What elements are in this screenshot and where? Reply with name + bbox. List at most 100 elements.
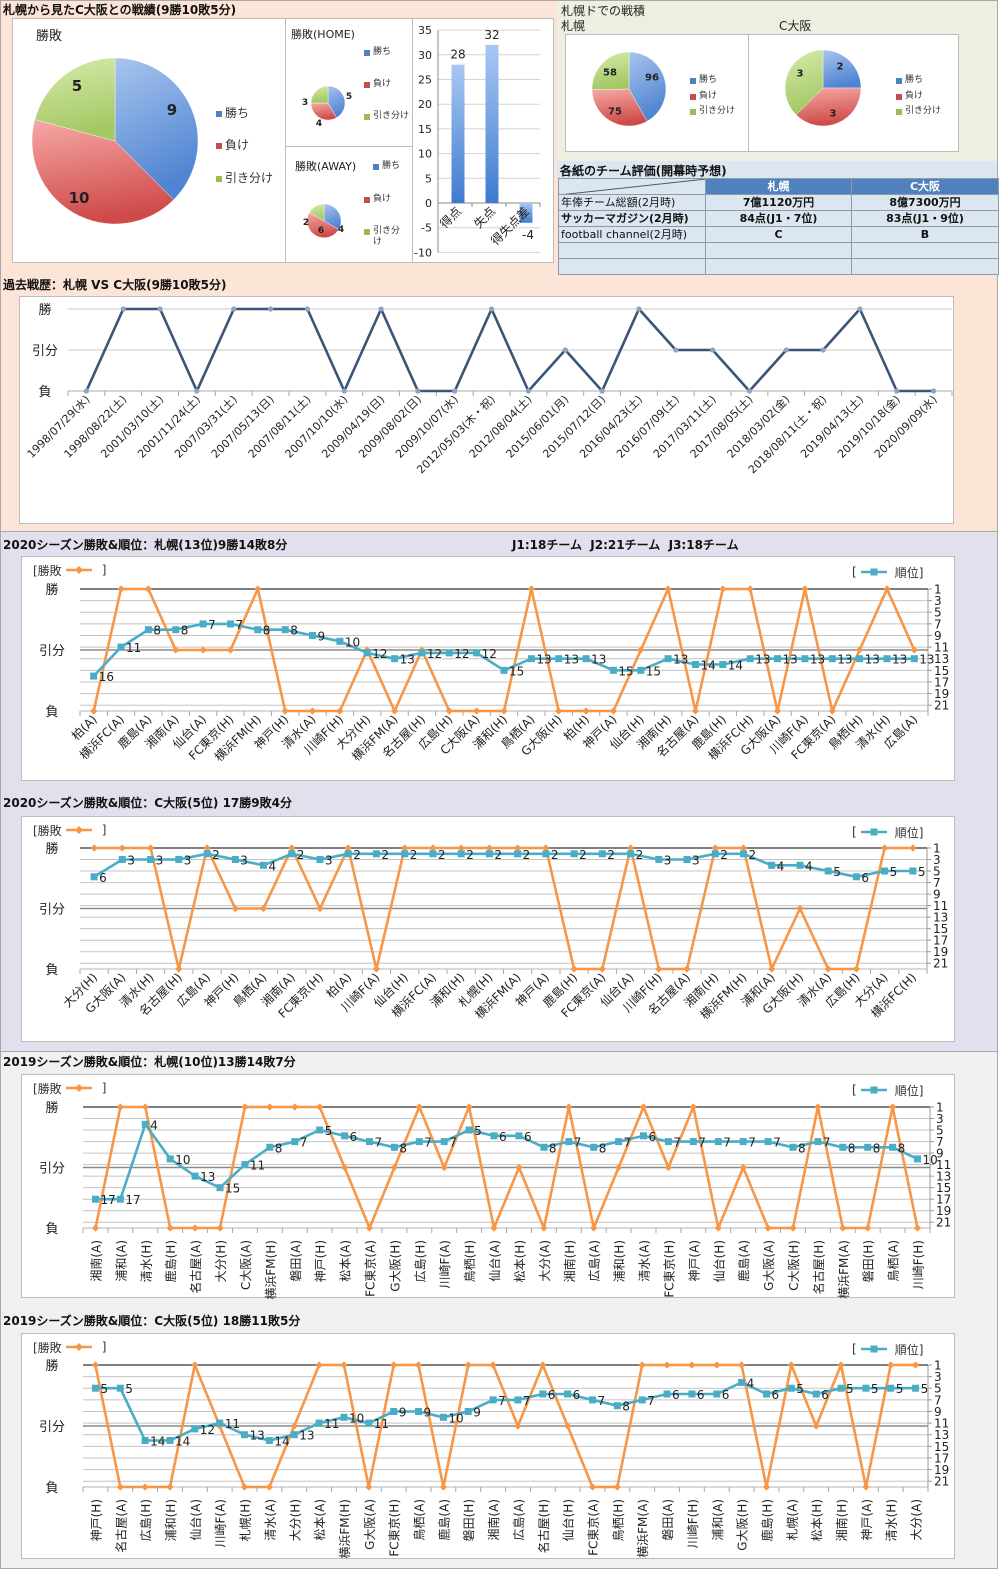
rank-data-label: 7 [498, 1394, 506, 1408]
rank-data-label: 5 [918, 865, 926, 879]
result-marker [254, 585, 262, 593]
rank-marker [837, 1384, 845, 1392]
rank-data-label: 6 [697, 1388, 705, 1402]
table-corner-cell [558, 178, 706, 195]
rank-data-label: 7 [647, 1394, 655, 1408]
result-marker [598, 965, 606, 973]
category-label: 名古屋(H) [811, 1240, 826, 1294]
category-label: 鳥栖(A) [886, 1240, 901, 1282]
legend-item-loss: 負け [216, 138, 249, 153]
rank-axis-tick-label: 5 [934, 1382, 942, 1396]
result-marker [308, 707, 317, 715]
rank-axis-tick-label: 9 [934, 1405, 942, 1419]
legend-swatch-win [216, 111, 222, 118]
rank-legend-label: 順位] [894, 1083, 924, 1098]
legend-square-marker [870, 1086, 878, 1094]
cosaka-value: B [851, 226, 999, 243]
category-label: 2007/05/13(日) [209, 393, 277, 461]
rank-data-label: 2 [438, 848, 446, 862]
legend-label: 引き分け [373, 226, 401, 247]
rank-data-label: 3 [325, 854, 333, 868]
bar-category-label: 得点 [437, 204, 465, 232]
result-marker [240, 1483, 249, 1491]
result-marker [290, 1422, 298, 1430]
result-marker [912, 1361, 920, 1369]
rank-data-label: 6 [548, 1388, 556, 1402]
legend-label: 勝ち [225, 106, 250, 121]
result-marker [291, 1103, 299, 1111]
legend-item-loss: 負け [896, 91, 923, 101]
result-marker [801, 585, 809, 593]
rank-marker [288, 850, 296, 858]
dome-cosaka-pie-chart: 2 3 3 [784, 49, 862, 127]
cosaka-value: 8億7300万円 [851, 194, 999, 211]
rank-marker [336, 637, 344, 645]
category-label: 仙台(H) [561, 1499, 576, 1541]
rank-data-label: 6 [722, 1388, 730, 1402]
rank-data-label: 4 [747, 1376, 755, 1390]
result-marker [452, 388, 458, 394]
result-marker [555, 707, 563, 715]
rank-data-label: 7 [673, 1136, 681, 1150]
result-marker [527, 585, 535, 593]
result-marker [415, 1103, 423, 1111]
rank-marker [490, 1132, 498, 1140]
category-label: 2016/07/09(土) [614, 393, 682, 461]
rank-axis-tick-label: 13 [933, 911, 948, 925]
pie-data-label-win: 9 [167, 101, 177, 119]
result-axis-label: 勝 [45, 1359, 58, 1374]
result-series-line [85, 307, 934, 393]
category-label: 鹿島(H) [760, 1499, 775, 1541]
row-label: football channel(2月時) [558, 226, 706, 243]
rank-marker [663, 1390, 671, 1398]
rank-marker [315, 1419, 323, 1427]
legend-label: 負け [373, 194, 392, 205]
row-label [558, 258, 706, 275]
category-label: 神戸(H) [89, 1499, 103, 1541]
rank-data-label: 4 [150, 1118, 158, 1132]
rank-marker [514, 1396, 522, 1404]
rank-axis-tick-label: 1 [934, 583, 942, 597]
rank-data-label: 8 [798, 1141, 806, 1155]
result-marker [664, 1163, 672, 1172]
category-label: FC東京(H) [388, 1499, 402, 1557]
result-legend-label: [勝敗 [33, 823, 62, 838]
result-marker [415, 388, 421, 394]
y-tick-label: 20 [418, 98, 432, 111]
sapporo-value [705, 258, 852, 275]
rank-marker [527, 655, 535, 663]
result-marker [465, 1103, 473, 1111]
rank-axis-tick-label: 15 [934, 1440, 949, 1454]
rank-marker [90, 672, 98, 680]
category-label: 横浜FM(H) [264, 1240, 278, 1300]
rank-legend-label: 順位] [894, 1342, 924, 1357]
legend-item-win: 勝ち [364, 47, 391, 57]
rank-axis-tick-label: 21 [934, 1475, 949, 1489]
result-marker [746, 388, 753, 394]
rank-marker [824, 867, 832, 875]
legend-label: 勝ち [905, 75, 924, 86]
category-label: 神戸(A) [860, 1499, 874, 1541]
rank-axis-tick-label: 17 [934, 675, 949, 689]
result-marker [613, 1483, 621, 1491]
rank-axis-tick-label: 19 [934, 1463, 949, 1477]
category-label: 2007/08/11(土) [246, 393, 314, 461]
legend-item-loss: 負け [364, 194, 391, 204]
rank-marker [615, 1138, 623, 1146]
result-marker [199, 646, 207, 654]
category-label: 1998/08/22(土) [62, 393, 130, 461]
rank-data-label: 6 [672, 1388, 680, 1402]
result-marker [231, 904, 239, 913]
legend-diamond-marker [74, 566, 83, 574]
category-label: 磐田(A) [289, 1240, 303, 1282]
rank-marker [390, 1408, 398, 1415]
legend-label: 負け [905, 91, 924, 102]
rank-marker [914, 1155, 921, 1163]
category-label: 札幌(H) [238, 1499, 253, 1541]
legend-swatch-win [373, 164, 379, 171]
category-label: 松本(H) [513, 1240, 527, 1282]
legend-item-win: 勝ち [216, 106, 250, 121]
sapporo-value: 84点(J1・7位) [705, 210, 852, 227]
rank-data-label: 13 [837, 653, 852, 667]
